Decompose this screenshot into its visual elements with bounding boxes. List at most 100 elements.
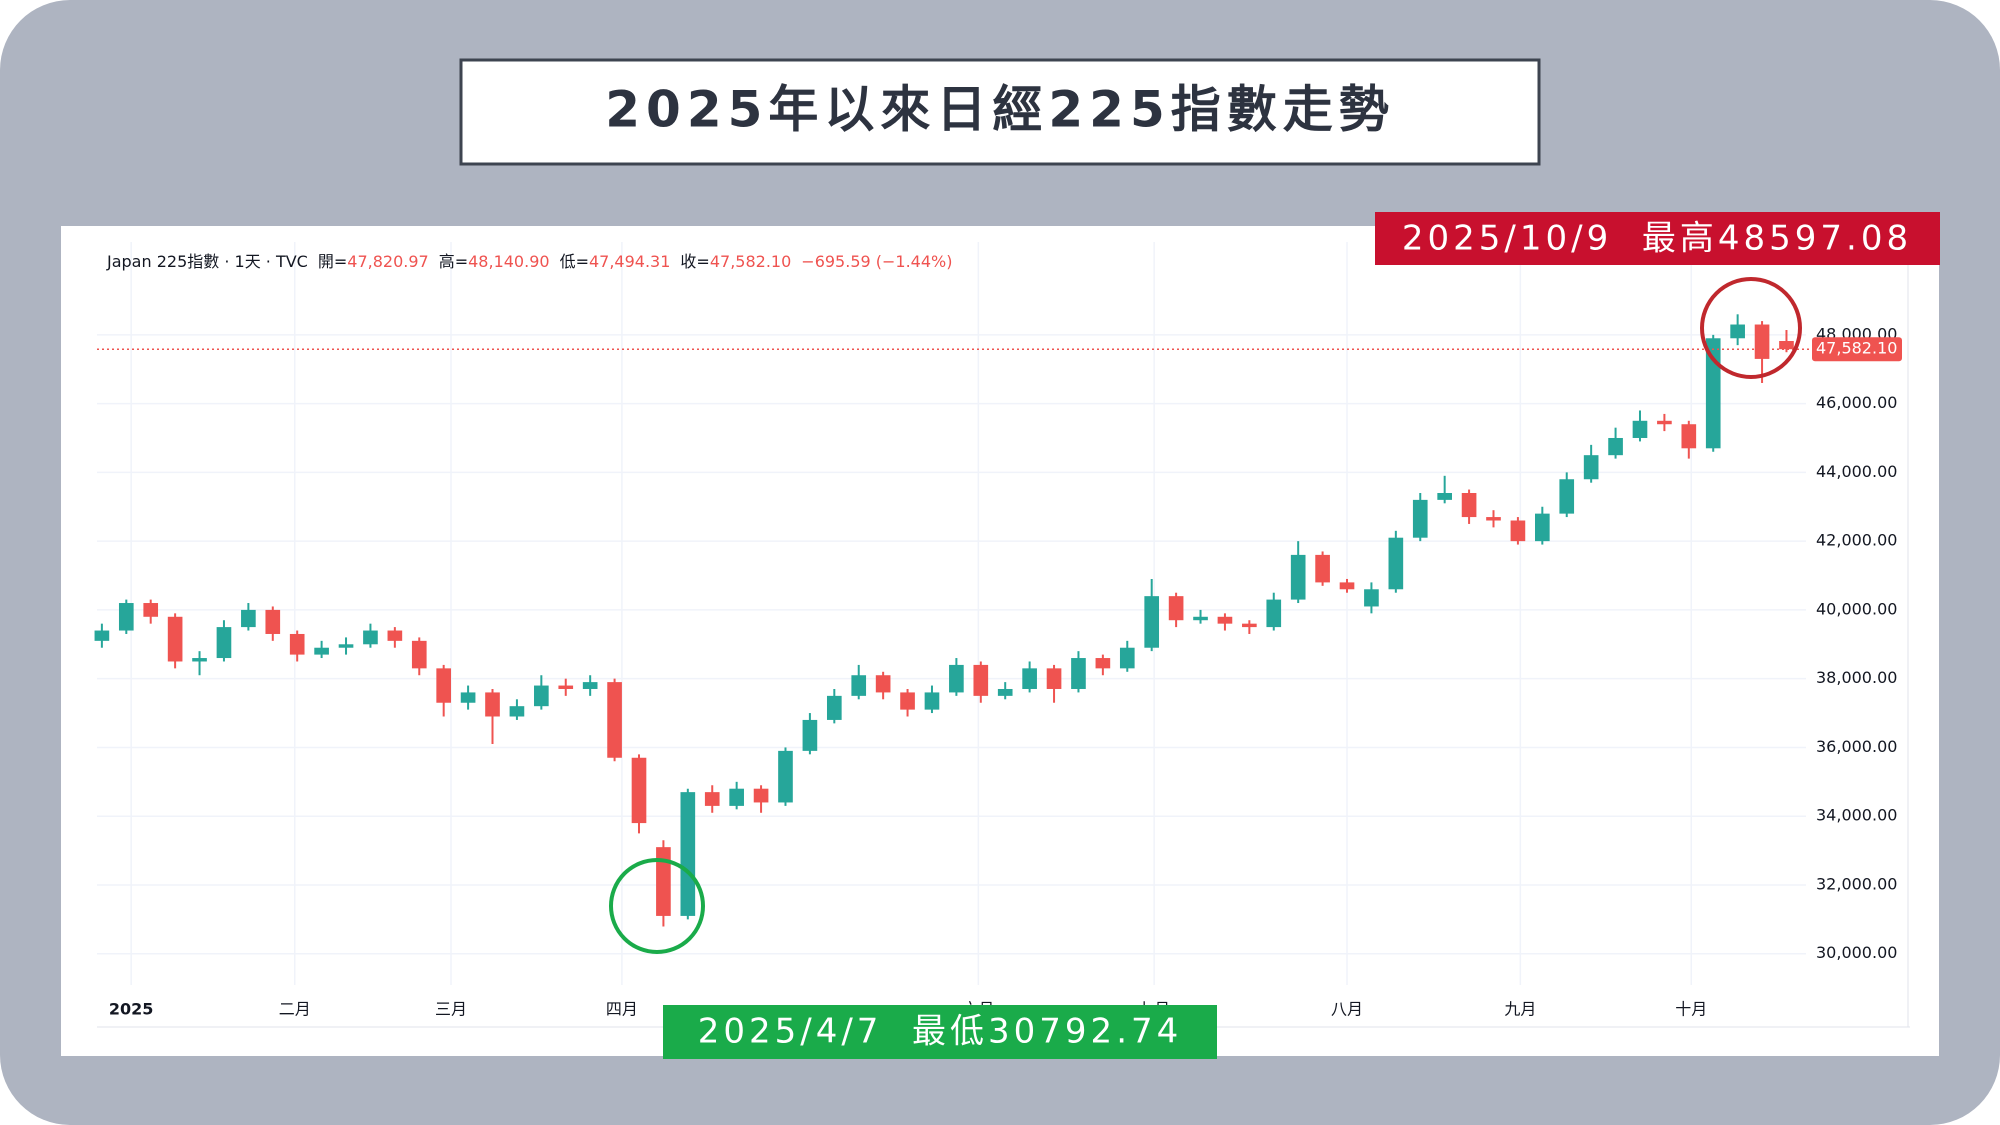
x-tick-label: 十月: [1675, 1000, 1707, 1019]
candle-body: [216, 627, 232, 659]
x-tick-label: 二月: [279, 1000, 311, 1019]
x-tick-label: 2025: [109, 1000, 154, 1019]
candle-body: [1193, 616, 1208, 621]
candle-body: [558, 685, 574, 689]
candle-body: [1437, 493, 1452, 500]
low-annotation-box: [663, 1005, 1217, 1059]
candle-body: [118, 603, 134, 631]
candle-body: [1364, 589, 1379, 607]
y-tick-label: 34,000.00: [1816, 806, 1897, 825]
legend-label: 高=: [439, 252, 468, 271]
candle-body: [704, 792, 720, 806]
candle-body: [289, 633, 305, 655]
high-circle: [1700, 277, 1802, 379]
candle-body: [167, 616, 183, 662]
candle-body: [1412, 499, 1428, 538]
candle-body: [241, 609, 256, 628]
candle-body: [582, 682, 598, 689]
candle-body: [778, 750, 793, 803]
candle-body: [1266, 599, 1282, 628]
candle-body: [1339, 582, 1355, 590]
candle-body: [1559, 479, 1575, 514]
candle-body: [1657, 420, 1672, 425]
candle-body: [192, 658, 207, 662]
candle-body: [802, 719, 818, 751]
legend-label: 開=: [318, 252, 347, 271]
y-tick-label: 32,000.00: [1816, 874, 1897, 893]
title: 2025年以來日經225指數走勢: [605, 81, 1395, 139]
legend-value: 47,494.31: [589, 252, 670, 271]
candle-body: [338, 644, 354, 648]
candle-body: [1315, 554, 1330, 583]
candle-body: [1583, 455, 1599, 480]
candle-body: [1071, 658, 1086, 689]
y-tick-label: 30,000.00: [1816, 943, 1897, 962]
candle-body: [924, 692, 940, 710]
symbol: Japan 225指數 · 1天 · TVC: [106, 252, 308, 271]
candle-body: [1681, 424, 1697, 449]
y-tick-label: 38,000.00: [1816, 668, 1897, 687]
candle-body: [436, 668, 452, 703]
candle-body: [1144, 596, 1160, 648]
candle-body: [387, 630, 403, 641]
candle-body: [607, 682, 622, 758]
candle-body: [1095, 658, 1111, 669]
chart-panel: [61, 226, 1939, 1056]
candle-body: [1510, 520, 1526, 542]
y-tick-label: 44,000.00: [1816, 462, 1897, 481]
candle-body: [997, 688, 1013, 696]
candle-body: [1535, 513, 1550, 542]
legend-value: 48,140.90: [468, 252, 549, 271]
legend-label: 收=: [680, 252, 709, 271]
y-tick-label: 46,000.00: [1816, 393, 1897, 412]
chart-legend: Japan 225指數 · 1天 · TVC 開=47,820.97 高=48,14…: [106, 252, 952, 271]
candle-body: [1730, 324, 1745, 339]
candle-body: [1290, 554, 1306, 600]
candle-body: [680, 792, 696, 916]
candle-body: [1608, 437, 1623, 456]
candle-body: [1388, 537, 1404, 590]
x-tick-label: 四月: [606, 1000, 638, 1019]
candle-body: [314, 647, 329, 655]
candle-body: [1632, 420, 1648, 438]
y-tick-label: 36,000.00: [1816, 737, 1897, 756]
candle-body: [656, 847, 671, 916]
legend-label: 低=: [560, 252, 589, 271]
candle-body: [631, 757, 647, 824]
candle-body: [460, 692, 476, 703]
last-price-tag: [1812, 337, 1902, 362]
candle-body: [949, 664, 964, 693]
legend-value: 47,582.10: [710, 252, 791, 271]
candle-body: [411, 640, 427, 669]
candle-body: [875, 675, 891, 693]
candle-body: [363, 630, 378, 645]
candle-body: [826, 695, 842, 720]
candle-body: [1168, 596, 1184, 621]
high-annotation-box: [1375, 212, 1940, 265]
low-annotation: 2025/4/7 最低30792.74: [698, 1012, 1183, 1052]
candle-body: [94, 630, 110, 641]
candle-body: [851, 675, 867, 696]
candle-body: [534, 685, 549, 707]
candle-body: [973, 664, 989, 696]
legend-value: 47,820.97: [347, 252, 428, 271]
title-box: [459, 58, 1541, 166]
candle-body: [1022, 668, 1037, 689]
legend-change: −695.59 (−1.44%): [801, 252, 952, 271]
candle-body: [729, 788, 744, 806]
last-price-label: 47,582.10: [1816, 339, 1897, 358]
plot: 30,000.00 32,000.00 34,000.00 36,000.00 38,0…: [94, 226, 1910, 1028]
candle-body: [1486, 517, 1501, 521]
candle-body: [1242, 623, 1257, 628]
candle-body: [265, 609, 281, 634]
low-circle: [609, 858, 705, 954]
candle-body: [1119, 647, 1135, 669]
y-tick-label: 42,000.00: [1816, 531, 1897, 550]
candle-body: [1754, 324, 1770, 359]
y-tick-label: 40,000.00: [1816, 599, 1897, 618]
candle-body: [1461, 493, 1477, 518]
candle-body: [900, 692, 915, 710]
candle-body: [1046, 668, 1062, 689]
x-tick-label: 八月: [1331, 1000, 1363, 1019]
